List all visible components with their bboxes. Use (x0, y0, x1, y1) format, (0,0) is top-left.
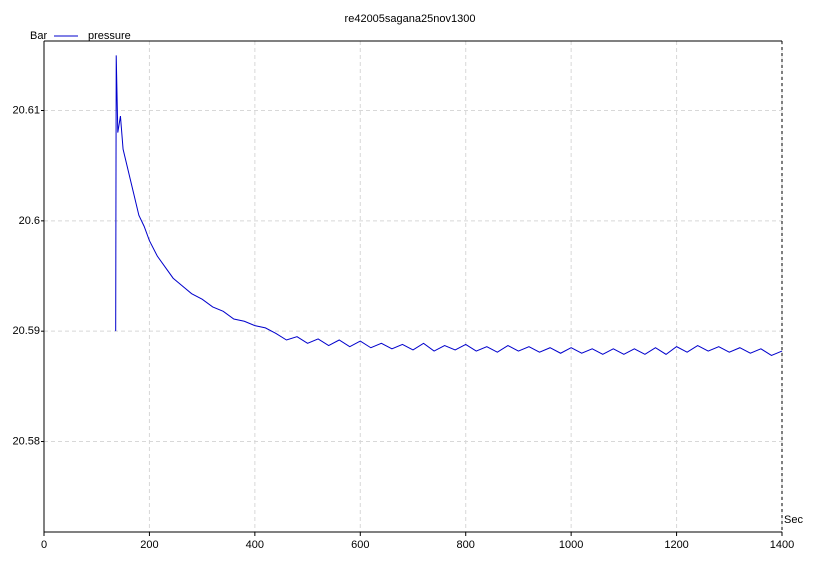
chart-title: re42005sagana25nov1300 (345, 13, 476, 25)
x-tick-label: 800 (457, 539, 475, 551)
y-tick-label: 20.61 (12, 104, 40, 116)
x-tick-label: 0 (41, 539, 47, 551)
y-axis-label: Bar (30, 30, 47, 42)
y-tick-label: 20.6 (19, 215, 40, 227)
x-tick-label: 1000 (559, 539, 583, 551)
y-tick-label: 20.59 (12, 325, 40, 337)
x-tick-label: 400 (246, 539, 264, 551)
x-axis-label: Sec (784, 514, 803, 526)
legend-label: pressure (88, 30, 131, 42)
x-tick-label: 1200 (664, 539, 688, 551)
x-tick-label: 1400 (770, 539, 794, 551)
y-tick-label: 20.58 (12, 435, 40, 447)
x-tick-label: 200 (140, 539, 158, 551)
x-tick-label: 600 (351, 539, 369, 551)
data-line (115, 55, 783, 357)
